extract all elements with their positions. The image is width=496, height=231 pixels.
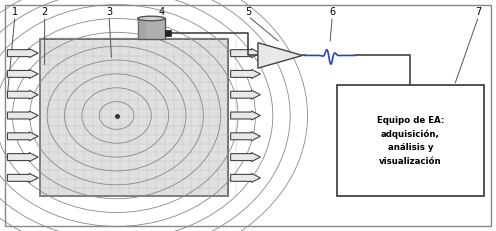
FancyArrow shape bbox=[231, 111, 260, 120]
FancyArrow shape bbox=[7, 69, 38, 78]
FancyArrow shape bbox=[7, 111, 38, 120]
FancyArrow shape bbox=[7, 90, 38, 99]
Bar bbox=[137, 18, 146, 39]
Text: 3: 3 bbox=[106, 7, 112, 17]
Bar bbox=[165, 30, 171, 36]
FancyArrow shape bbox=[231, 173, 260, 182]
FancyArrow shape bbox=[7, 173, 38, 182]
FancyArrow shape bbox=[231, 90, 260, 99]
Text: 5: 5 bbox=[245, 7, 251, 17]
FancyArrow shape bbox=[7, 49, 38, 58]
FancyArrow shape bbox=[231, 152, 260, 162]
FancyArrow shape bbox=[7, 132, 38, 141]
Ellipse shape bbox=[137, 16, 165, 21]
Text: Equipo de EA:
adquisición,
análisis y
visualización: Equipo de EA: adquisición, análisis y vi… bbox=[377, 116, 444, 166]
Text: 2: 2 bbox=[42, 7, 48, 17]
Bar bbox=[40, 39, 228, 196]
Text: 7: 7 bbox=[476, 7, 482, 17]
Text: 6: 6 bbox=[329, 7, 335, 17]
Polygon shape bbox=[258, 43, 303, 68]
FancyArrow shape bbox=[7, 152, 38, 162]
Bar bbox=[137, 18, 165, 39]
FancyArrow shape bbox=[231, 69, 260, 78]
FancyArrow shape bbox=[231, 49, 260, 58]
Text: 4: 4 bbox=[158, 7, 164, 17]
Bar bbox=[337, 85, 484, 196]
FancyArrow shape bbox=[231, 132, 260, 141]
Text: 1: 1 bbox=[12, 7, 18, 17]
